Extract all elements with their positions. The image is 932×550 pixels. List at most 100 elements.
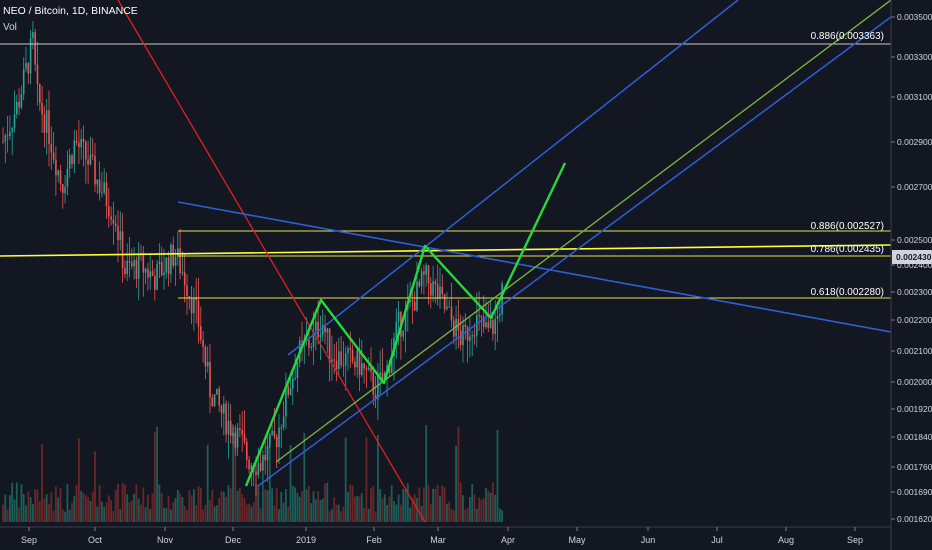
candle-body[interactable]	[151, 271, 154, 277]
candle-body[interactable]	[144, 268, 147, 273]
candle-body[interactable]	[62, 184, 64, 194]
red-trendline[interactable]	[117, 0, 426, 523]
candle-body[interactable]	[73, 140, 76, 164]
candle-body[interactable]	[174, 256, 177, 266]
candle-body[interactable]	[443, 294, 446, 310]
candle-body[interactable]	[287, 386, 289, 396]
candle-body[interactable]	[165, 257, 168, 273]
candle-body[interactable]	[423, 271, 425, 275]
candle-body[interactable]	[347, 348, 349, 354]
candle-body[interactable]	[243, 434, 246, 442]
candle-body[interactable]	[312, 330, 315, 347]
candle-body[interactable]	[469, 336, 471, 341]
candle-body[interactable]	[319, 335, 322, 338]
candle-body[interactable]	[436, 284, 439, 299]
candle-body[interactable]	[236, 428, 239, 448]
candle-body[interactable]	[367, 367, 370, 370]
candle-body[interactable]	[29, 38, 32, 74]
candle-body[interactable]	[473, 335, 476, 337]
candle-body[interactable]	[124, 268, 126, 275]
candle-body[interactable]	[342, 365, 345, 367]
candle-body[interactable]	[64, 186, 66, 194]
candle-body[interactable]	[52, 152, 55, 160]
candle-body[interactable]	[188, 296, 191, 299]
candle-body[interactable]	[13, 114, 16, 128]
candle-body[interactable]	[11, 127, 13, 132]
candle-body[interactable]	[289, 388, 292, 396]
candle-body[interactable]	[365, 368, 368, 370]
olive-median-line[interactable]	[275, 0, 892, 463]
candle-body[interactable]	[344, 353, 347, 366]
candle-body[interactable]	[246, 441, 248, 460]
candle-body[interactable]	[135, 260, 138, 279]
candle-body[interactable]	[50, 144, 53, 153]
candle-body[interactable]	[105, 182, 108, 207]
candle-body[interactable]	[103, 182, 105, 193]
candle-body[interactable]	[80, 139, 82, 148]
candle-body[interactable]	[390, 356, 393, 374]
candle-body[interactable]	[223, 403, 225, 414]
candle-body[interactable]	[6, 135, 9, 137]
candle-body[interactable]	[43, 114, 46, 133]
candle-body[interactable]	[101, 192, 103, 194]
candle-body[interactable]	[163, 272, 165, 276]
candle-body[interactable]	[354, 361, 356, 368]
harmonic-pattern-zigzag[interactable]	[244, 162, 567, 487]
candle-body[interactable]	[149, 271, 151, 278]
candle-body[interactable]	[34, 32, 36, 65]
candle-body[interactable]	[285, 386, 287, 417]
candle-body[interactable]	[262, 454, 264, 471]
candle-body[interactable]	[202, 339, 204, 347]
blue-channel-lower[interactable]	[257, 16, 892, 487]
candle-body[interactable]	[501, 283, 503, 315]
blue-channel-upper[interactable]	[287, 0, 739, 356]
candle-body[interactable]	[108, 206, 110, 217]
candle-body[interactable]	[271, 430, 273, 435]
candle-body[interactable]	[156, 263, 158, 290]
candle-body[interactable]	[476, 315, 478, 336]
candle-body[interactable]	[294, 378, 296, 380]
candle-body[interactable]	[126, 260, 128, 275]
candle-body[interactable]	[170, 244, 172, 275]
candle-body[interactable]	[78, 142, 80, 148]
candle-body[interactable]	[363, 363, 365, 369]
candle-body[interactable]	[397, 311, 400, 322]
candle-body[interactable]	[331, 359, 333, 362]
candle-body[interactable]	[59, 170, 62, 185]
candle-body[interactable]	[18, 101, 20, 108]
candle-body[interactable]	[292, 378, 294, 389]
candle-body[interactable]	[39, 83, 41, 104]
candle-body[interactable]	[96, 179, 99, 185]
candle-body[interactable]	[377, 375, 379, 400]
candle-body[interactable]	[45, 110, 48, 133]
candle-body[interactable]	[4, 135, 7, 142]
candle-body[interactable]	[211, 397, 214, 407]
candle-body[interactable]	[361, 363, 363, 375]
candle-body[interactable]	[259, 463, 262, 471]
candle-body[interactable]	[112, 219, 115, 224]
candle-body[interactable]	[218, 388, 220, 406]
candle-body[interactable]	[273, 430, 276, 437]
candle-body[interactable]	[213, 394, 216, 407]
candle-body[interactable]	[395, 321, 398, 338]
candle-body[interactable]	[372, 371, 375, 395]
candle-body[interactable]	[27, 63, 30, 74]
candle-body[interactable]	[255, 471, 257, 475]
candle-body[interactable]	[351, 350, 354, 362]
candle-body[interactable]	[480, 315, 483, 318]
candle-body[interactable]	[264, 454, 266, 461]
candle-body[interactable]	[239, 428, 241, 430]
candle-body[interactable]	[296, 362, 299, 379]
candle-body[interactable]	[181, 272, 184, 274]
candle-body[interactable]	[321, 325, 324, 336]
candle-body[interactable]	[167, 257, 170, 275]
candle-body[interactable]	[455, 318, 457, 337]
candle-body[interactable]	[87, 159, 89, 165]
candle-body[interactable]	[432, 281, 434, 296]
candle-body[interactable]	[427, 265, 430, 284]
candle-body[interactable]	[57, 170, 59, 176]
candle-body[interactable]	[186, 285, 188, 297]
candle-body[interactable]	[179, 248, 181, 273]
candle-body[interactable]	[434, 281, 437, 285]
candle-body[interactable]	[310, 346, 312, 348]
